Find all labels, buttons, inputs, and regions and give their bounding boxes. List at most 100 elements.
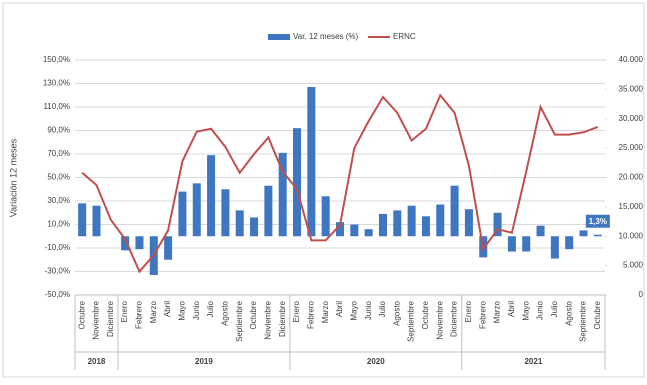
bar — [250, 217, 259, 237]
x-tick-label: Abril — [507, 301, 516, 317]
x-tick-label: Mayo — [521, 300, 530, 320]
x-tick-label: Marzo — [321, 300, 330, 323]
bar — [550, 236, 559, 259]
bar — [235, 210, 244, 237]
x-tick-label: Noviembre — [263, 300, 272, 339]
x-tick-label: Mayo — [178, 300, 187, 320]
legend-label: Var. 12 meses (%) — [293, 32, 359, 41]
line — [81, 93, 599, 274]
bar — [464, 209, 473, 237]
bar — [293, 128, 302, 237]
bar — [164, 236, 173, 260]
group-label: 2018 — [88, 357, 106, 366]
bar — [207, 155, 216, 237]
x-tick-label: Octubre — [593, 300, 602, 329]
y2-tick-label: 0 — [639, 290, 644, 299]
x-tick-label: Febrero — [478, 300, 487, 329]
bar — [393, 210, 402, 237]
bar — [536, 225, 545, 237]
y-tick-label: -50,0% — [45, 290, 70, 299]
bar — [221, 189, 230, 237]
y-tick-label: -30,0% — [45, 267, 70, 276]
y-tick-label: 110,0% — [43, 102, 70, 111]
y-tick-label: 90,0% — [47, 126, 70, 135]
bar — [507, 236, 516, 252]
bar — [278, 152, 287, 237]
bar — [579, 230, 588, 237]
group-label: 2019 — [195, 357, 213, 366]
x-tick-label: Abril — [335, 301, 344, 317]
bar — [350, 224, 359, 237]
group-label: 2021 — [524, 357, 542, 366]
x-tick-label: Marzo — [149, 300, 158, 323]
y-tick-label: -10,0% — [45, 243, 70, 252]
x-tick-label: Septiembre — [235, 300, 244, 341]
bar — [565, 236, 574, 250]
x-tick-label: Octubre — [421, 300, 430, 329]
x-tick-label: Julio — [378, 300, 387, 317]
y2-tick-label: 15.000 — [619, 202, 644, 211]
x-tick-label: Junio — [192, 300, 201, 320]
bar — [407, 205, 416, 237]
y2-tick-label: 35.000 — [619, 84, 644, 93]
x-tick-label: Febrero — [135, 300, 144, 329]
x-tick-label: Diciembre — [278, 300, 287, 337]
x-tick-label: Marzo — [493, 300, 502, 323]
x-tick-label: Julio — [550, 300, 559, 317]
group-label: 2020 — [367, 357, 385, 366]
x-tick-label: Enero — [292, 300, 301, 322]
bar — [593, 234, 602, 237]
bar — [307, 87, 316, 237]
x-tick-label: Junio — [364, 300, 373, 320]
bar — [78, 203, 87, 237]
x-tick-label: Febrero — [306, 300, 315, 329]
x-tick-label: Octubre — [77, 300, 86, 329]
y2-tick-label: 25.000 — [619, 143, 644, 152]
x-tick-label: Diciembre — [450, 300, 459, 337]
y-tick-label: 50,0% — [47, 173, 70, 182]
bar — [493, 212, 502, 237]
bar — [121, 236, 130, 251]
bar — [421, 216, 430, 237]
bar — [450, 185, 459, 237]
y-tick-label: 10,0% — [47, 220, 70, 229]
bar — [178, 191, 187, 237]
bar — [135, 236, 144, 250]
y-tick-label: 30,0% — [47, 196, 70, 205]
x-tick-label: Septiembre — [579, 300, 588, 341]
y2-tick-label: 20.000 — [619, 173, 644, 182]
y2-tick-label: 5.000 — [623, 261, 644, 270]
data-label-box — [585, 214, 610, 228]
x-tick-label: Enero — [464, 300, 473, 322]
bar — [264, 185, 273, 237]
legend-label: ERNC — [393, 32, 416, 41]
x-tick-label: Junio — [536, 300, 545, 320]
y2-tick-label: 30.000 — [619, 114, 644, 123]
bar — [364, 229, 373, 237]
chart-frame — [2, 2, 645, 378]
y-tick-label: 150,0% — [43, 55, 70, 64]
bar — [92, 205, 101, 237]
bar — [192, 183, 201, 237]
legend-swatch — [268, 34, 290, 40]
x-tick-label: Noviembre — [92, 300, 101, 339]
y-tick-label: 70,0% — [47, 149, 70, 158]
y-axis-title: Variación 12 meses — [8, 138, 18, 217]
x-tick-label: Agosto — [564, 300, 573, 325]
bar — [335, 222, 345, 237]
x-tick-label: Noviembre — [435, 300, 444, 339]
x-tick-label: Septiembre — [407, 300, 416, 341]
x-tick-label: Octubre — [249, 300, 258, 329]
bar — [321, 196, 330, 237]
bar — [522, 236, 531, 252]
bar — [378, 213, 387, 237]
x-tick-label: Enero — [120, 300, 129, 322]
x-tick-label: Abril — [163, 301, 172, 317]
data-label: 1,3% — [589, 217, 607, 226]
x-tick-label: Agosto — [221, 300, 230, 325]
bar — [436, 204, 445, 237]
y2-tick-label: 10.000 — [619, 231, 644, 240]
y2-tick-label: 40.000 — [619, 55, 644, 64]
x-tick-label: Mayo — [349, 300, 358, 320]
